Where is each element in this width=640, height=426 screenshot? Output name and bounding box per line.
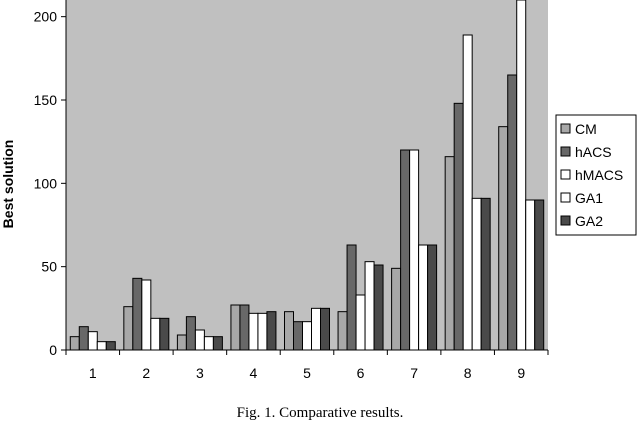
bar-cm-5 [284, 311, 294, 351]
bar-hacs-6 [346, 244, 357, 351]
bar-cm-1 [69, 336, 80, 351]
bar-ga1-2 [150, 317, 161, 351]
legend: CM hACS hMACS GA1 GA2 [555, 114, 637, 236]
x-tick-label: 1 [89, 365, 97, 381]
bar-ga2-7 [427, 244, 438, 351]
y-tick-label: 200 [34, 9, 58, 25]
bar-hmacs-5 [302, 321, 312, 351]
bar-ga1-9 [525, 199, 536, 351]
axes-group: 0 50 100 150 200 1 2 3 4 5 6 7 8 9 [34, 0, 549, 381]
bar-hacs-4 [239, 304, 250, 351]
x-tick-label: 6 [357, 365, 365, 381]
bar-cm-6 [337, 311, 348, 351]
bar-cm-9 [498, 126, 509, 351]
legend-swatch-hmacs [560, 169, 571, 180]
bar-hmacs-9 [516, 0, 527, 351]
legend-label-hacs: hACS [575, 144, 612, 160]
x-tick-label: 9 [517, 365, 525, 381]
y-tick-label: 50 [41, 259, 57, 275]
bar-hmacs-3 [194, 329, 205, 351]
bar-ga1-1 [96, 341, 107, 351]
legend-label-ga2: GA2 [575, 213, 603, 229]
bar-hmacs-7 [409, 149, 420, 351]
bar-cm-3 [176, 334, 187, 351]
legend-swatch-hacs [560, 146, 571, 157]
bar-hmacs-1 [87, 331, 98, 351]
bar-ga1-7 [418, 244, 429, 351]
x-tick-label: 7 [410, 365, 418, 381]
legend-label-hmacs: hMACS [575, 167, 623, 183]
legend-swatch-ga2 [560, 215, 571, 226]
bar-hacs-8 [453, 102, 464, 351]
bar-hmacs-4 [248, 312, 259, 351]
legend-label-ga1: GA1 [575, 190, 603, 206]
bar-ga2-1 [105, 341, 116, 351]
bar-ga2-9 [534, 199, 545, 351]
x-tick-label: 8 [464, 365, 472, 381]
x-tick-label: 2 [142, 365, 150, 381]
figure-caption: Fig. 1. Comparative results. [236, 405, 404, 421]
legend-label-cm: CM [575, 121, 597, 137]
x-tick-label: 4 [250, 365, 258, 381]
legend-swatch-cm [560, 123, 571, 134]
bar-ga2-3 [212, 336, 223, 351]
legend-swatch-ga1 [560, 192, 571, 203]
bar-ga1-8 [471, 197, 482, 351]
y-tick-label: 150 [34, 92, 58, 108]
bar-cm-8 [444, 156, 455, 351]
bar-ga2-5 [320, 307, 330, 351]
bar-hacs-5 [293, 321, 303, 351]
x-tick-label: 5 [303, 365, 311, 381]
bar-hacs-3 [185, 316, 196, 351]
bar-ga1-5 [311, 307, 321, 351]
bar-hacs-9 [507, 74, 518, 351]
y-axis-title: Best solution [0, 140, 16, 229]
y-tick-label: 100 [34, 175, 58, 191]
bar-hmacs-6 [355, 294, 366, 351]
bar-ga2-6 [373, 264, 384, 351]
bar-ga2-8 [480, 197, 491, 351]
bar-cm-2 [123, 306, 134, 351]
bar-ga2-4 [266, 311, 277, 351]
x-tick-label: 3 [196, 365, 204, 381]
bar-ga1-3 [203, 336, 214, 351]
bar-ga1-6 [364, 261, 375, 351]
bar-hacs-1 [78, 326, 89, 351]
bar-hacs-2 [132, 277, 143, 351]
bar-hmacs-2 [141, 279, 152, 351]
bar-hacs-7 [400, 149, 411, 351]
bar-ga1-4 [257, 312, 268, 351]
y-tick-label: 0 [49, 342, 57, 358]
bar-hmacs-8 [462, 34, 473, 351]
bar-cm-4 [230, 304, 241, 351]
bar-cm-7 [391, 267, 402, 351]
bar-ga2-2 [159, 317, 170, 351]
